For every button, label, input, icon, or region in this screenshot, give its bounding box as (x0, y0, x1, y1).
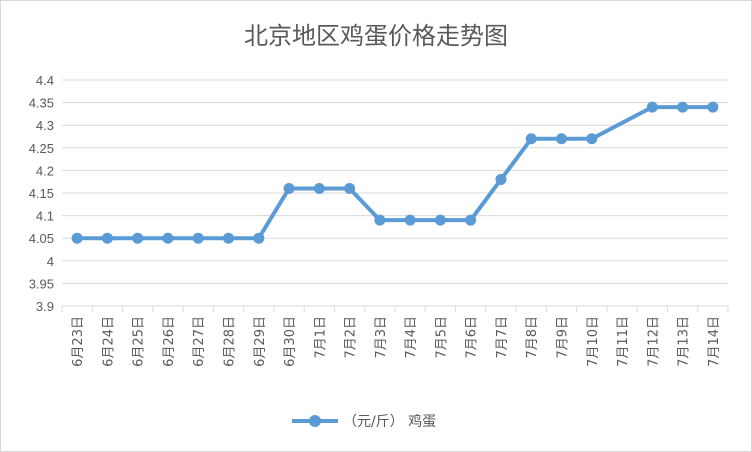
data-point (465, 214, 477, 226)
y-tick-label: 3.95 (29, 276, 54, 291)
data-point (283, 182, 295, 194)
x-tick-label: 6月27日 (192, 316, 207, 367)
x-tick-label: 7月10日 (586, 316, 601, 367)
x-tick-label: 6月25日 (132, 316, 147, 367)
gridlines (62, 79, 728, 307)
data-point (434, 214, 446, 226)
x-tick-label: 7月11日 (616, 316, 631, 367)
x-tick-label: 7月3日 (374, 316, 389, 359)
y-tick-label: 4.25 (29, 141, 54, 156)
y-tick-label: 4.05 (29, 231, 54, 246)
legend: （元/斤） 鸡蛋 (292, 413, 436, 430)
legend-label: （元/斤） 鸡蛋 (343, 413, 436, 430)
data-point (101, 232, 113, 244)
chart-title: 北京地区鸡蛋价格走势图 (244, 22, 508, 50)
x-tick-label: 7月8日 (525, 316, 540, 359)
x-tick-label: 7月14日 (707, 316, 722, 367)
data-point (132, 232, 144, 244)
y-tick-label: 4.15 (29, 186, 54, 201)
data-point (646, 101, 658, 113)
x-tick-label: 7月7日 (495, 316, 510, 359)
y-tick-label: 4.4 (36, 73, 54, 88)
y-tick-label: 3.9 (36, 299, 54, 314)
data-point (162, 232, 174, 244)
x-tick-label: 7月2日 (344, 316, 359, 359)
x-tick-label: 6月28日 (223, 316, 238, 367)
x-tick-label: 7月1日 (313, 316, 328, 359)
series-layer (71, 101, 719, 244)
series-line (77, 105, 713, 241)
data-point (253, 232, 265, 244)
x-tick-label: 6月24日 (101, 316, 116, 367)
x-tick-label: 7月5日 (434, 316, 449, 359)
legend-dot-marker (309, 415, 321, 427)
y-tick-label: 4.2 (36, 163, 54, 178)
x-tick-label: 7月4日 (404, 316, 419, 359)
x-tick-label: 7月13日 (677, 316, 692, 367)
data-point (313, 182, 325, 194)
data-point (223, 232, 234, 244)
y-tick-label: 4 (47, 254, 54, 269)
x-axis: 6月23日 6月24日 6月25日 6月26日 6月27日 6月28日 6月29日 6月30日… (61, 305, 729, 367)
y-tick-label: 4.1 (36, 209, 54, 224)
data-point (374, 214, 386, 226)
y-axis: 4.4 4.35 4.3 4.25 4.2 4.15 4.1 4.05 4 3.95 3.9 (29, 73, 54, 314)
y-tick-label: 4.35 (29, 96, 54, 111)
data-point (71, 232, 83, 244)
data-point (344, 182, 356, 194)
x-tick-label: 6月23日 (71, 316, 86, 367)
x-tick-label: 6月26日 (162, 316, 177, 367)
data-point (404, 214, 416, 226)
y-tick-label: 4.3 (36, 118, 54, 133)
data-point (525, 133, 537, 145)
x-tick-label: 7月6日 (465, 316, 480, 359)
x-tick-label: 7月12日 (646, 316, 661, 367)
data-point (586, 133, 598, 145)
x-tick-label: 6月29日 (253, 316, 268, 367)
data-point (495, 173, 507, 185)
data-point (707, 101, 719, 113)
x-tick-label: 6月30日 (283, 316, 298, 367)
data-point (556, 133, 567, 145)
x-tick-label: 7月9日 (556, 316, 571, 359)
data-point (192, 232, 204, 244)
data-point (677, 101, 689, 113)
